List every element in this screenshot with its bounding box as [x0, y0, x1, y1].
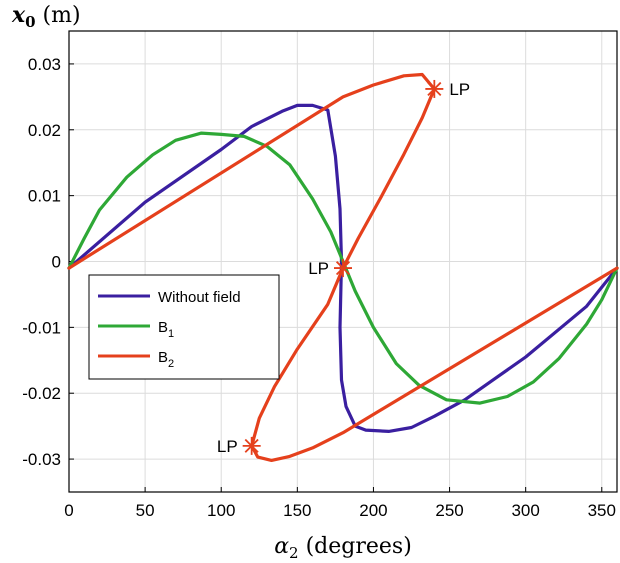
x-tick-label: 200	[359, 501, 387, 520]
lp-label: LP	[308, 259, 329, 278]
x-tick-label: 50	[136, 501, 155, 520]
y-axis-unit: (m)	[36, 3, 81, 28]
legend-label-without-field: Without field	[158, 289, 241, 306]
lp-marker	[242, 436, 261, 455]
lp-markers: LP LP LP	[217, 79, 470, 456]
x-tick-label: 150	[283, 501, 311, 520]
y-tick-label: 0	[52, 253, 61, 272]
series-line-b2	[67, 72, 619, 462]
lp-marker	[334, 259, 352, 278]
x-axis-sub: 2	[289, 544, 299, 562]
y-axis-var: x	[11, 2, 26, 28]
x-tick-label: 300	[511, 501, 539, 520]
legend: Without field B1 B2	[88, 274, 280, 380]
y-axis-label: x0 (m)	[11, 2, 81, 31]
x-tick-label: 100	[207, 501, 235, 520]
axis-ticks: 0 50 100 150 200 250 300 350 0.03 0.02 0.01 0 -0.01 -…	[22, 55, 616, 520]
series-line-b1	[67, 131, 619, 405]
y-tick-label: 0.01	[28, 187, 61, 206]
x-tick-label: 0	[64, 501, 73, 520]
x-axis-var: α	[274, 534, 289, 559]
legend-label-b1: B1	[158, 319, 174, 340]
x-axis-unit: (degrees)	[299, 534, 412, 559]
x-axis-label: α2 (degrees)	[274, 534, 412, 562]
y-tick-label: -0.03	[22, 450, 61, 469]
y-tick-label: -0.02	[22, 384, 61, 403]
y-tick-label: 0.02	[28, 121, 61, 140]
y-tick-label: -0.01	[22, 318, 61, 337]
x-tick-label: 350	[588, 501, 616, 520]
series-line-without-field	[67, 103, 619, 433]
y-tick-label: 0.03	[28, 55, 61, 74]
lp-label: LP	[449, 80, 470, 99]
lp-label: LP	[217, 437, 238, 456]
legend-label-b2: B2	[158, 349, 174, 370]
x-tick-label: 250	[435, 501, 463, 520]
lp-marker	[425, 79, 444, 98]
series-lines	[67, 72, 619, 462]
y-axis-sub: 0	[25, 13, 35, 31]
